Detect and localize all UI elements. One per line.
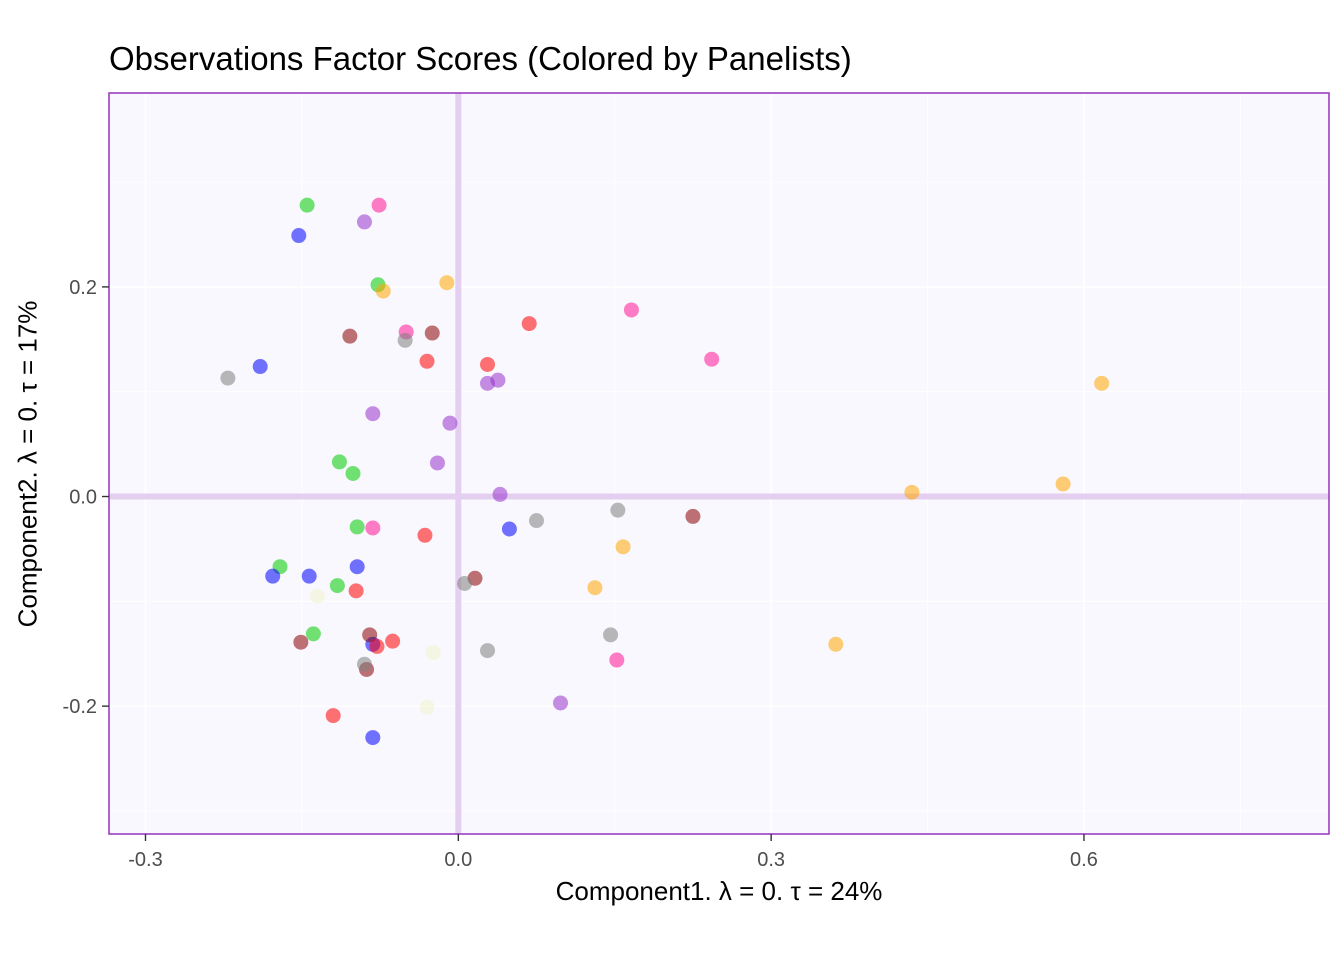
data-point xyxy=(385,633,401,649)
data-point xyxy=(265,568,281,584)
y-tick-label: 0.2 xyxy=(69,277,97,299)
x-axis-label: Component1. λ = 0. τ = 24% xyxy=(555,876,883,906)
data-point xyxy=(375,283,391,299)
data-point xyxy=(349,559,365,575)
data-point xyxy=(424,325,440,341)
data-point xyxy=(704,351,720,367)
data-point xyxy=(331,454,347,470)
data-point xyxy=(529,513,545,529)
data-point xyxy=(356,656,372,672)
data-point xyxy=(457,576,473,592)
grid-minor xyxy=(109,93,1329,834)
data-point xyxy=(490,372,506,388)
data-point xyxy=(419,353,435,369)
data-point xyxy=(1055,476,1071,492)
y-axis: -0.2 0.0 0.2 xyxy=(63,277,109,718)
data-point xyxy=(365,730,381,746)
data-point xyxy=(301,568,317,584)
data-point xyxy=(419,699,435,715)
data-point xyxy=(291,228,307,244)
data-point xyxy=(397,332,413,348)
data-point xyxy=(220,370,236,386)
x-tick-label: 0.6 xyxy=(1070,849,1098,871)
x-tick-label: 0.0 xyxy=(444,849,472,871)
chart-title: Observations Factor Scores (Colored by P… xyxy=(109,40,852,77)
plot-background xyxy=(109,93,1329,834)
x-axis: -0.3 0.0 0.3 0.6 xyxy=(128,834,1098,871)
data-point xyxy=(623,302,639,318)
data-point xyxy=(349,519,365,535)
data-point xyxy=(356,214,372,230)
data-point xyxy=(342,328,358,344)
data-point xyxy=(252,359,268,375)
data-point xyxy=(371,197,387,213)
plot-frame xyxy=(108,92,1330,835)
data-point xyxy=(685,508,701,524)
data-point xyxy=(299,197,315,213)
data-points xyxy=(220,197,1110,746)
data-point xyxy=(521,316,537,332)
data-point xyxy=(480,643,496,659)
y-axis-label: Component2. λ = 0. τ = 17% xyxy=(12,300,43,628)
y-tick-label: -0.2 xyxy=(63,696,97,718)
data-point xyxy=(369,638,385,654)
data-point xyxy=(425,645,441,661)
data-point xyxy=(305,626,321,642)
data-point xyxy=(439,275,455,291)
data-point xyxy=(325,708,341,724)
data-point xyxy=(615,539,631,555)
data-point xyxy=(345,465,361,481)
data-point xyxy=(609,652,625,668)
y-tick-label: 0.0 xyxy=(69,487,97,509)
data-point xyxy=(501,521,517,537)
data-point xyxy=(365,406,381,422)
data-point xyxy=(293,634,309,650)
data-point xyxy=(310,588,326,604)
data-point xyxy=(1094,375,1110,391)
data-point xyxy=(603,627,619,643)
data-point xyxy=(362,627,378,643)
data-point xyxy=(480,356,496,372)
data-point xyxy=(828,636,844,652)
data-point xyxy=(348,583,364,599)
x-tick-label: -0.3 xyxy=(128,849,162,871)
data-point xyxy=(329,578,345,594)
x-tick-label: 0.3 xyxy=(757,849,785,871)
data-point xyxy=(417,527,433,543)
data-point xyxy=(587,580,603,596)
data-point xyxy=(429,455,445,471)
data-point xyxy=(365,520,381,536)
data-point xyxy=(553,695,569,711)
data-point xyxy=(492,486,508,502)
data-point xyxy=(904,484,920,500)
data-point xyxy=(442,415,458,431)
data-point xyxy=(610,502,626,518)
